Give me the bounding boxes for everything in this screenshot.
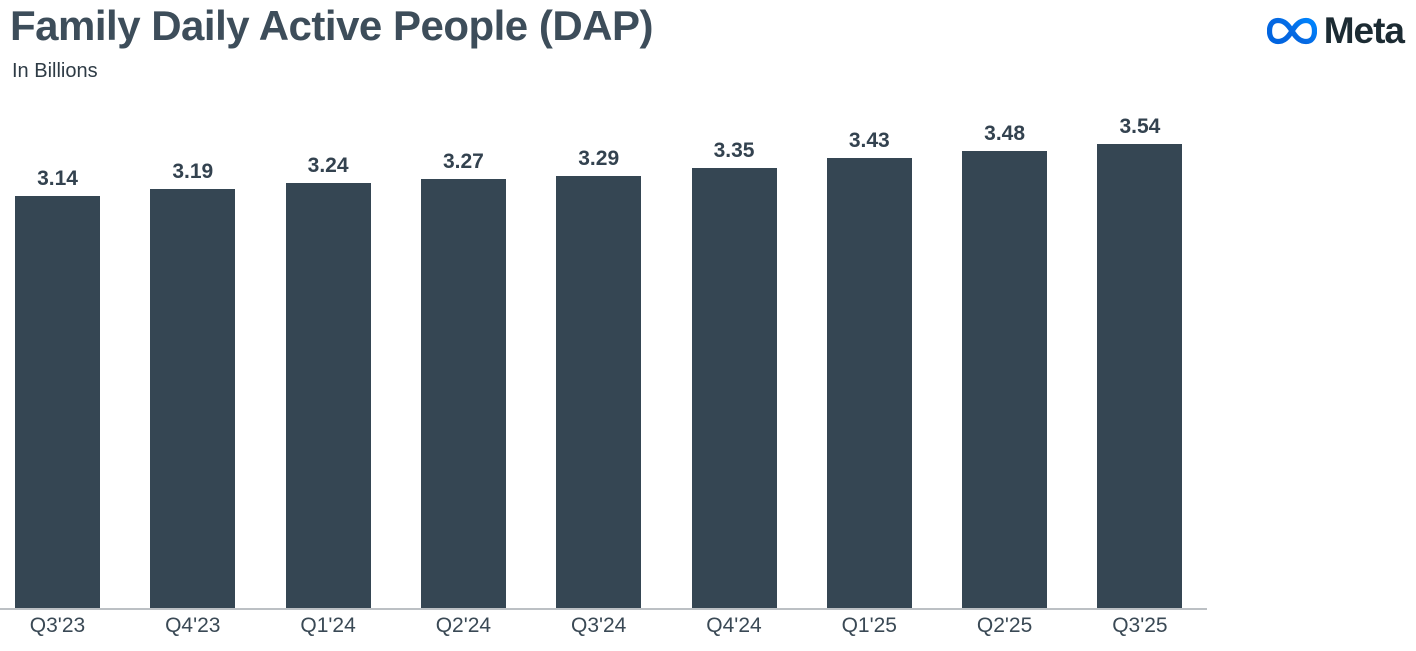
bar — [15, 196, 100, 608]
x-axis-line — [0, 608, 1207, 610]
x-axis-label: Q2'25 — [976, 614, 1033, 637]
bar — [285, 182, 371, 608]
bar-value-label: 3.54 — [1119, 114, 1161, 138]
chart-subtitle: In Billions — [12, 60, 98, 82]
bar-value-label: 3.27 — [442, 149, 484, 173]
bar-value-label: 3.48 — [984, 122, 1026, 146]
bar-value-label: 3.14 — [37, 167, 78, 191]
x-axis-label: Q3'23 — [29, 614, 86, 637]
bar — [691, 168, 777, 608]
meta-wordmark: Meta — [1323, 10, 1405, 51]
bar — [962, 151, 1048, 608]
x-axis-label: Q4'24 — [706, 614, 762, 637]
bar — [556, 176, 642, 608]
x-axis-label: Q4'23 — [165, 614, 221, 637]
bar — [826, 157, 912, 608]
x-axis-label: Q1'24 — [300, 614, 356, 637]
x-axis-label: Q3'25 — [1112, 614, 1168, 637]
bar-value-label: 3.19 — [172, 160, 214, 184]
x-axis-label: Q3'24 — [570, 614, 627, 637]
bar-value-label: 3.29 — [578, 147, 620, 171]
x-axis-label: Q1'25 — [841, 614, 897, 637]
bar — [150, 189, 236, 608]
bar-value-label: 3.24 — [307, 153, 349, 177]
chart-title: Family Daily Active People (DAP) — [10, 2, 653, 49]
bar-value-label: 3.43 — [848, 128, 890, 152]
x-axis-label: Q2'24 — [435, 614, 492, 637]
bar — [420, 178, 506, 608]
bar — [1097, 143, 1183, 608]
meta-logo: Meta — [1266, 10, 1405, 52]
meta-infinity-icon — [1266, 15, 1317, 47]
bar-value-label: 3.35 — [713, 139, 755, 163]
